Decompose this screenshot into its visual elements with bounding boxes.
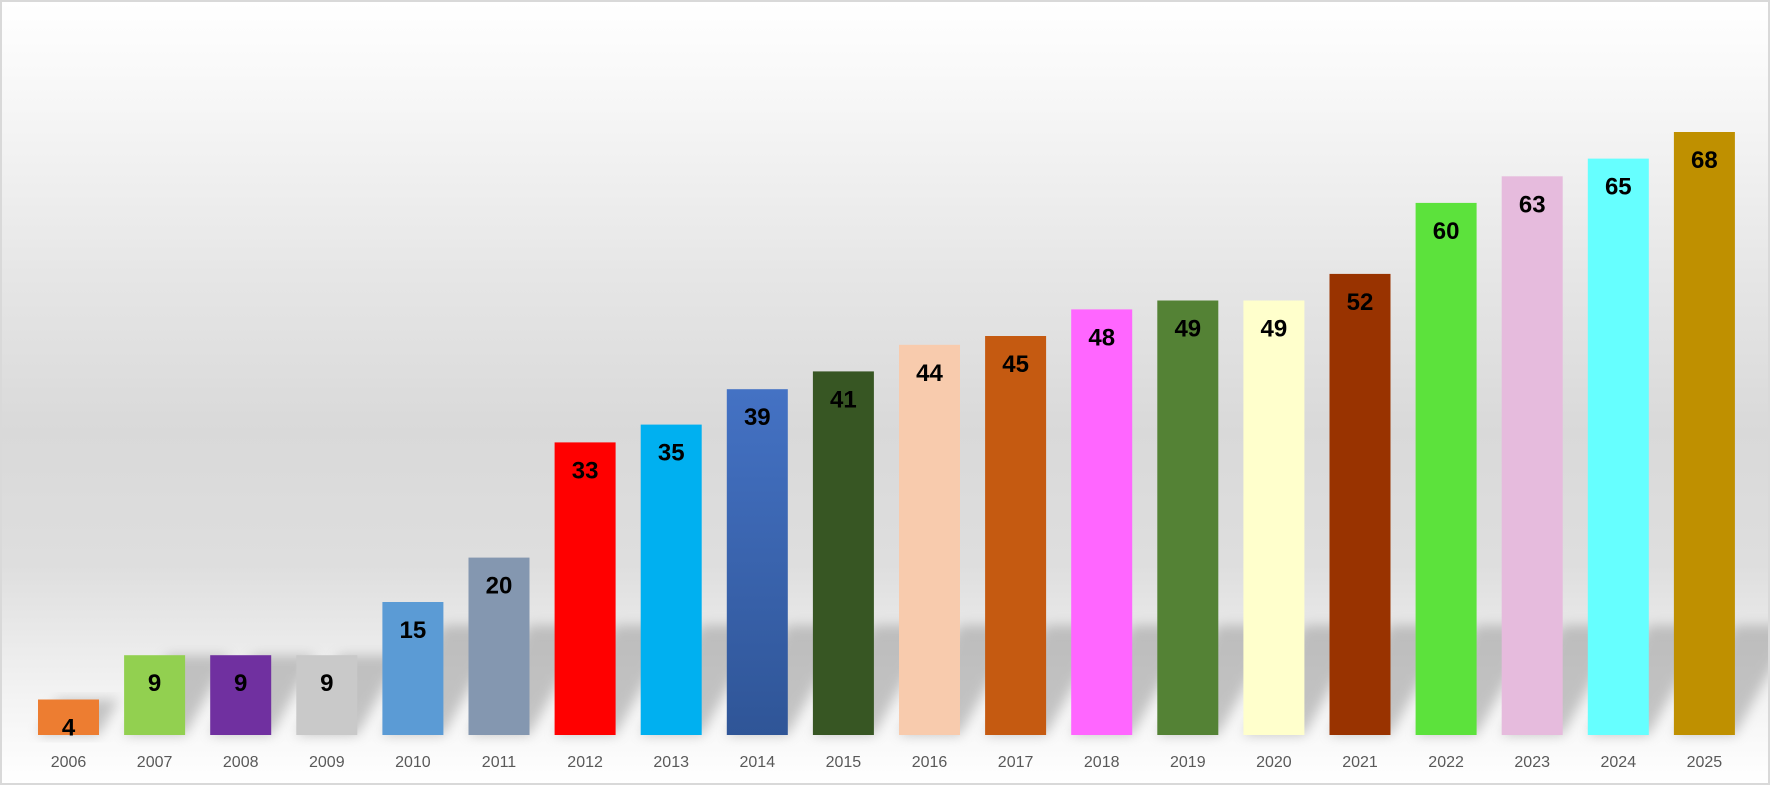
bar-2014: [726, 389, 788, 735]
bar-2019: [1157, 300, 1219, 735]
bar-2010: [382, 602, 444, 735]
value-label-2021: 52: [1347, 289, 1374, 316]
x-axis-tick-labels: 2006 2007 2008 2009 2010 2011 2012 2013 2014 2015…: [51, 754, 1723, 771]
value-label-2006: 4: [62, 715, 76, 742]
x-tick-label-2019: 2019: [1170, 754, 1206, 771]
x-tick-label-2014: 2014: [740, 754, 776, 771]
x-tick-label-2012: 2012: [567, 754, 603, 771]
bar-2011: [468, 557, 530, 735]
value-label-2019: 49: [1174, 316, 1201, 343]
x-tick-label-2015: 2015: [826, 754, 862, 771]
x-tick-label-2013: 2013: [653, 754, 689, 771]
value-label-2023: 63: [1519, 191, 1546, 218]
bar-2007: [124, 655, 186, 735]
bar-2022: [1415, 202, 1477, 735]
value-label-2008: 9: [234, 670, 247, 697]
x-tick-label-2021: 2021: [1342, 754, 1378, 771]
x-tick-label-2016: 2016: [912, 754, 948, 771]
x-tick-label-2025: 2025: [1687, 754, 1723, 771]
bar-2023: [1501, 176, 1563, 736]
x-tick-label-2010: 2010: [395, 754, 431, 771]
value-label-2011: 20: [486, 573, 513, 600]
x-tick-label-2018: 2018: [1084, 754, 1120, 771]
x-tick-label-2008: 2008: [223, 754, 259, 771]
value-label-2010: 15: [400, 617, 427, 644]
x-tick-label-2009: 2009: [309, 754, 345, 771]
bar-2016: [899, 344, 960, 735]
value-label-2025: 68: [1691, 147, 1718, 174]
value-label-2009: 9: [320, 670, 333, 697]
value-label-2016: 44: [916, 360, 943, 387]
value-label-2022: 60: [1433, 218, 1460, 245]
bar-2009: [296, 655, 358, 735]
value-label-2015: 41: [830, 386, 857, 413]
bar-2024: [1587, 158, 1649, 736]
bar-2006: [38, 699, 99, 735]
bar-2013: [640, 424, 702, 735]
value-label-2018: 48: [1088, 324, 1115, 351]
x-tick-label-2020: 2020: [1256, 754, 1292, 771]
value-label-2024: 65: [1605, 174, 1632, 201]
x-tick-label-2023: 2023: [1514, 754, 1550, 771]
bar-2021: [1329, 273, 1391, 735]
value-label-2012: 33: [572, 457, 599, 484]
value-label-2007: 9: [148, 670, 161, 697]
bar-2025: [1673, 132, 1735, 735]
bar-2020: [1243, 300, 1305, 735]
bar-2015: [812, 371, 874, 735]
x-tick-label-2017: 2017: [998, 754, 1034, 771]
value-label-2020: 49: [1261, 316, 1288, 343]
bar-2008: [210, 655, 272, 735]
x-tick-label-2007: 2007: [137, 754, 173, 771]
value-label-2013: 35: [658, 440, 685, 467]
x-tick-label-2006: 2006: [51, 754, 87, 771]
bars: [38, 132, 1735, 736]
bar-2018: [1071, 309, 1133, 735]
bar-2017: [985, 336, 1047, 735]
x-tick-label-2011: 2011: [482, 754, 517, 771]
value-label-2014: 39: [744, 404, 771, 431]
x-tick-label-2024: 2024: [1601, 754, 1637, 771]
value-label-2017: 45: [1002, 351, 1029, 378]
x-tick-label-2022: 2022: [1428, 754, 1464, 771]
bar-2012: [554, 442, 616, 735]
